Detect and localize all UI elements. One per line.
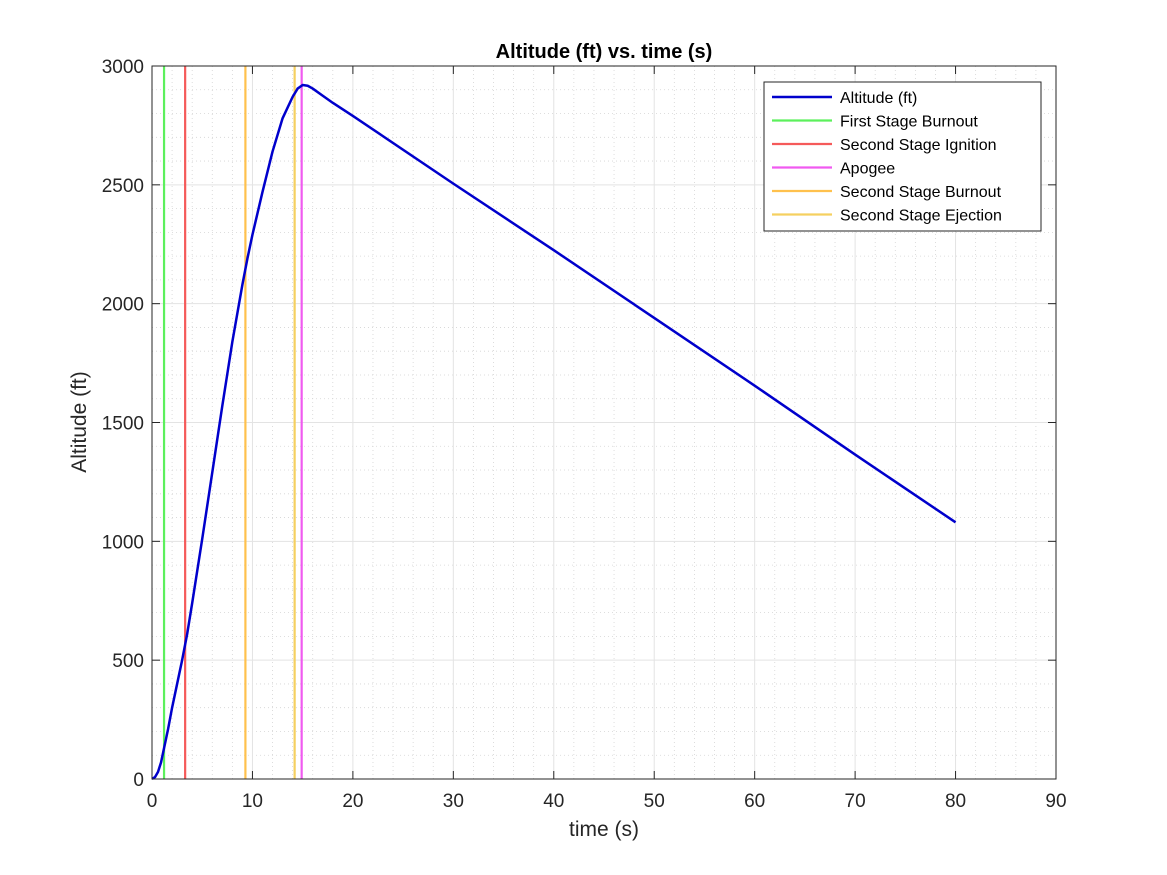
y-tick-labels: 0 500 1000 1500 2000 2500 3000 — [102, 57, 144, 791]
legend-label: Second Stage Ignition — [840, 137, 997, 154]
y-tick-label: 2500 — [102, 176, 144, 197]
x-tick-label: 10 — [242, 791, 263, 812]
event-lines — [162, 66, 303, 779]
x-tick-label: 70 — [845, 791, 866, 812]
y-tick-label: 1500 — [102, 414, 144, 435]
y-axis-title: Altitude (ft) — [68, 371, 91, 473]
x-tick-labels: 0 10 20 30 40 50 60 70 80 90 — [147, 791, 1067, 812]
legend-label: First Stage Burnout — [840, 114, 978, 131]
y-tick-label: 1000 — [102, 532, 144, 553]
x-tick-label: 40 — [543, 791, 564, 812]
x-tick-label: 0 — [147, 791, 158, 812]
legend-label: Altitude (ft) — [840, 90, 917, 107]
x-tick-label: 90 — [1045, 791, 1066, 812]
chart-title: Altitude (ft) vs. time (s) — [496, 41, 713, 63]
x-axis-title: time (s) — [569, 818, 639, 841]
x-tick-label: 20 — [342, 791, 363, 812]
legend-label: Second Stage Ejection — [840, 208, 1002, 225]
legend-label: Second Stage Burnout — [840, 184, 1002, 201]
y-tick-label: 2000 — [102, 295, 144, 316]
x-tick-label: 80 — [945, 791, 966, 812]
legend: Altitude (ft) First Stage Burnout Second S… — [763, 81, 1042, 232]
series-line — [151, 83, 957, 781]
x-tick-label: 60 — [744, 791, 765, 812]
axis-ticks — [151, 65, 1057, 780]
series-lines — [151, 83, 957, 781]
x-tick-label: 30 — [443, 791, 464, 812]
legend-label: Apogee — [840, 161, 895, 178]
legend-box — [763, 81, 1042, 232]
x-tick-label: 50 — [644, 791, 665, 812]
y-tick-label: 3000 — [102, 57, 144, 78]
y-tick-label: 500 — [112, 651, 144, 672]
y-tick-label: 0 — [133, 770, 144, 791]
